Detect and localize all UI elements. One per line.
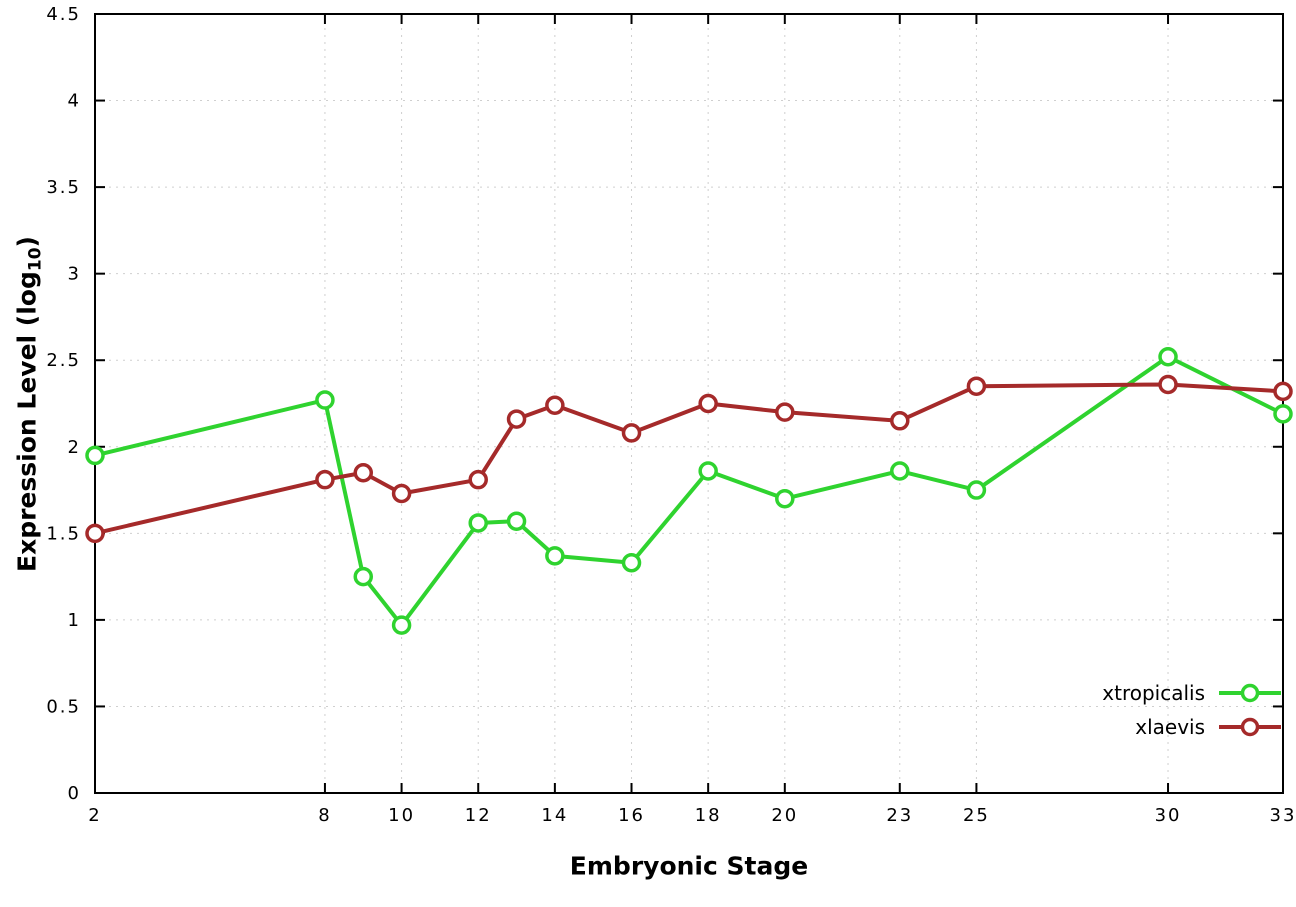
- data-point-xlaevis: [621, 423, 642, 443]
- y-axis-label: Expression Level (log10): [12, 236, 46, 572]
- legend-marker: [1240, 683, 1260, 703]
- data-point-xlaevis: [315, 469, 335, 490]
- x-tick-label: 16: [618, 805, 645, 826]
- data-point-xlaevis: [506, 409, 527, 429]
- data-point-xtropicalis: [775, 488, 795, 509]
- legend-sample: [1219, 717, 1281, 737]
- y-axis-label-close: ): [12, 236, 42, 248]
- x-tick-label: 18: [695, 805, 722, 826]
- data-point-xtropicalis: [1273, 404, 1293, 424]
- x-tick-label: 12: [465, 805, 492, 826]
- data-point-xtropicalis: [545, 546, 565, 566]
- data-point-xlaevis: [698, 393, 718, 414]
- y-tick-label: 2.5: [46, 350, 81, 371]
- legend: xtropicalis xlaevis: [1102, 681, 1283, 739]
- legend-item-xtropicalis: xtropicalis: [1102, 681, 1283, 705]
- y-tick-label: 4.5: [46, 4, 81, 25]
- data-point-xtropicalis: [468, 513, 488, 533]
- x-tick-label: 25: [963, 805, 990, 826]
- y-tick-label: 0: [68, 783, 81, 804]
- data-point-xlaevis: [890, 411, 910, 431]
- data-point-xlaevis: [353, 462, 374, 483]
- data-point-xlaevis: [468, 469, 488, 490]
- data-point-xlaevis: [1158, 374, 1178, 395]
- legend-item-xlaevis: xlaevis: [1135, 715, 1283, 739]
- x-tick-label: 33: [1270, 805, 1296, 826]
- series-line-xtropicalis: [93, 354, 1285, 628]
- y-tick-label: 4: [68, 91, 81, 112]
- data-point-xlaevis: [85, 523, 105, 544]
- y-tick-label: 0.5: [46, 696, 81, 717]
- data-point-xlaevis: [1273, 381, 1293, 402]
- x-tick-label: 10: [388, 805, 415, 826]
- x-tick-label: 30: [1155, 805, 1182, 826]
- data-point-xtropicalis: [315, 390, 335, 410]
- x-tick-label: 8: [318, 805, 331, 826]
- data-point-xtropicalis: [506, 511, 527, 531]
- y-tick-label: 3: [68, 264, 81, 285]
- legend-sample: [1219, 683, 1281, 703]
- data-point-xlaevis: [966, 376, 987, 396]
- y-axis-label-text: Expression Level (log: [12, 271, 42, 572]
- data-point-xtropicalis: [1158, 347, 1178, 367]
- y-tick-label: 2: [68, 437, 81, 458]
- legend-marker: [1240, 717, 1260, 737]
- y-axis-label-subscript: 10: [25, 247, 46, 272]
- y-tick-label: 1: [68, 610, 81, 631]
- x-tick-label: 20: [771, 805, 798, 826]
- x-tick-label: 2: [88, 805, 101, 826]
- data-point-xtropicalis: [391, 615, 412, 635]
- y-tick-label: 3.5: [46, 177, 81, 198]
- y-tick-label: 1.5: [46, 523, 81, 544]
- x-tick-label: 14: [541, 805, 568, 826]
- data-point-xtropicalis: [353, 566, 374, 587]
- plot-border: [94, 13, 1284, 794]
- data-point-xtropicalis: [698, 461, 718, 481]
- data-point-xtropicalis: [966, 480, 987, 500]
- data-point-xlaevis: [775, 402, 795, 422]
- data-point-xtropicalis: [85, 445, 105, 466]
- series-line-xlaevis: [93, 382, 1285, 536]
- legend-label: xtropicalis: [1102, 681, 1205, 705]
- x-axis-label: Embryonic Stage: [569, 851, 809, 881]
- legend-label: xlaevis: [1135, 715, 1205, 739]
- data-point-xlaevis: [545, 395, 565, 415]
- data-point-xlaevis: [391, 483, 412, 504]
- data-point-xtropicalis: [621, 553, 642, 573]
- data-point-xtropicalis: [890, 461, 910, 481]
- x-tick-label: 23: [886, 805, 913, 826]
